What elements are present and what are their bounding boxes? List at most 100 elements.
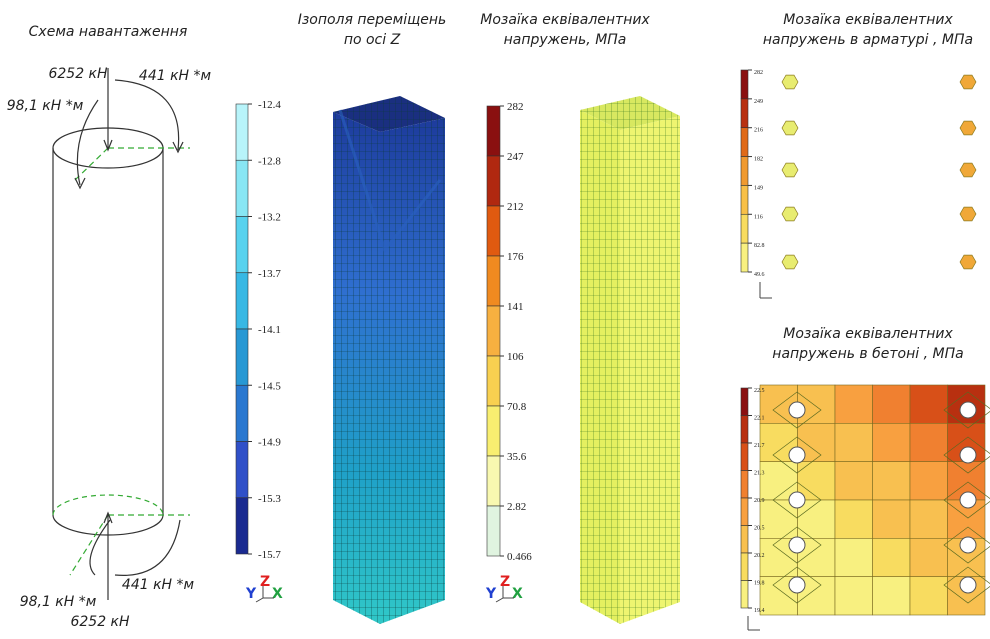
scale-label: 82.8 [754,243,765,249]
scale-box [487,306,500,356]
concrete-cell [873,500,911,538]
scale-label: 21.7 [754,443,765,449]
scale-label: 35.6 [507,451,527,463]
moment-label: 441 кН *м [139,68,212,84]
concrete-cell [873,538,911,576]
rebar-hex [960,121,976,135]
concrete-mosaic [760,385,990,615]
axis-label: Y [245,586,257,602]
scale-label: 21.3 [754,471,765,477]
scale-box [741,471,748,499]
scale-label: 182 [754,157,763,163]
scale-label: -14.9 [258,437,281,449]
scale-box [236,385,248,441]
scale-box [741,388,748,416]
panel-title: Мозаїка еквівалентних [783,12,953,28]
rebar-hole [789,577,805,593]
rebar-hex [782,163,798,177]
scale-label: 141 [507,301,524,313]
rebar-hole [960,447,976,463]
scale-box [741,128,748,157]
scale-box [487,356,500,406]
scale-label: -12.8 [258,155,281,167]
scale-label: 20.2 [754,553,765,559]
axis-label: X [272,586,283,602]
panel-title: Мозаїка еквівалентних [480,12,650,28]
panel-title: Мозаїка еквівалентних [783,326,953,342]
concrete-cell [873,462,911,500]
scale-box [487,156,500,206]
scale-label: 149 [754,185,763,191]
scale-label: -15.7 [258,549,281,561]
concrete-cell [835,462,873,500]
scale-label: -14.1 [258,324,281,336]
concrete-cell [910,423,948,461]
scale-label: 249 [754,99,763,105]
scale-label: 106 [507,351,524,363]
moment-label: 441 кН *м [122,577,195,593]
scale-label: 49.6 [754,272,765,278]
scale-box [236,329,248,385]
scale-label: -14.5 [258,380,281,392]
concrete-cell [910,385,948,423]
scale-label: 216 [754,128,763,134]
scale-box [236,498,248,554]
figure: Схема навантаження 6252 кН 441 кН *м 98,… [0,0,990,639]
scale-label: 0.466 [507,551,532,563]
scale-label: 247 [507,151,524,163]
concrete-cell [835,500,873,538]
rebar-hole [960,537,976,553]
axis-label: X [512,586,523,602]
concrete-cell [835,423,873,461]
scale-label: 19.8 [754,581,765,587]
scale-box [741,185,748,214]
scale-box [741,99,748,128]
moment-label: 98,1 кН *м [7,98,84,114]
rebar-hole [789,492,805,508]
rebar-hole [789,402,805,418]
concrete-cell [835,385,873,423]
scale-box [487,256,500,306]
scale-box [236,442,248,498]
load-scheme [53,68,190,600]
rebar-hole [960,402,976,418]
rebar-hex [960,163,976,177]
scale-box [741,553,748,581]
axis-label: Z [260,574,270,590]
rebar-hole [789,537,805,553]
scale-box [487,506,500,556]
concrete-cell [910,462,948,500]
axis-label: Z [500,574,510,590]
scale-label: 22.1 [754,416,765,422]
scale-box [236,160,248,216]
scale-label: 282 [754,70,763,76]
rebar-hex [960,207,976,221]
concrete-cell [910,577,948,615]
scale-label: 22.5 [754,388,765,394]
concrete-cell [873,423,911,461]
rebar-hex [960,255,976,269]
scale-box [741,443,748,471]
scale-box [236,217,248,273]
scale-label: -13.2 [258,212,281,224]
scale-box [741,214,748,243]
scale-label: 19.4 [754,608,765,614]
rebar-hole [960,492,976,508]
scale-box [741,157,748,186]
scale-label: 116 [754,214,763,220]
force-label: 6252 кН [48,66,108,82]
force-label: 6252 кН [70,614,130,630]
concrete-cell [873,577,911,615]
scale-box [741,243,748,272]
rebar-hex [960,75,976,89]
scale-label: 176 [507,251,524,263]
panel-title: Ізополя переміщень [298,12,447,28]
scale-box [487,106,500,156]
panel-title: Схема навантаження [29,24,188,40]
scale-box [741,70,748,99]
rebar-hex [782,207,798,221]
scale-box [741,581,748,609]
scale-box [236,273,248,329]
scale-label: 282 [507,101,524,113]
scale-label: -15.3 [258,493,281,505]
